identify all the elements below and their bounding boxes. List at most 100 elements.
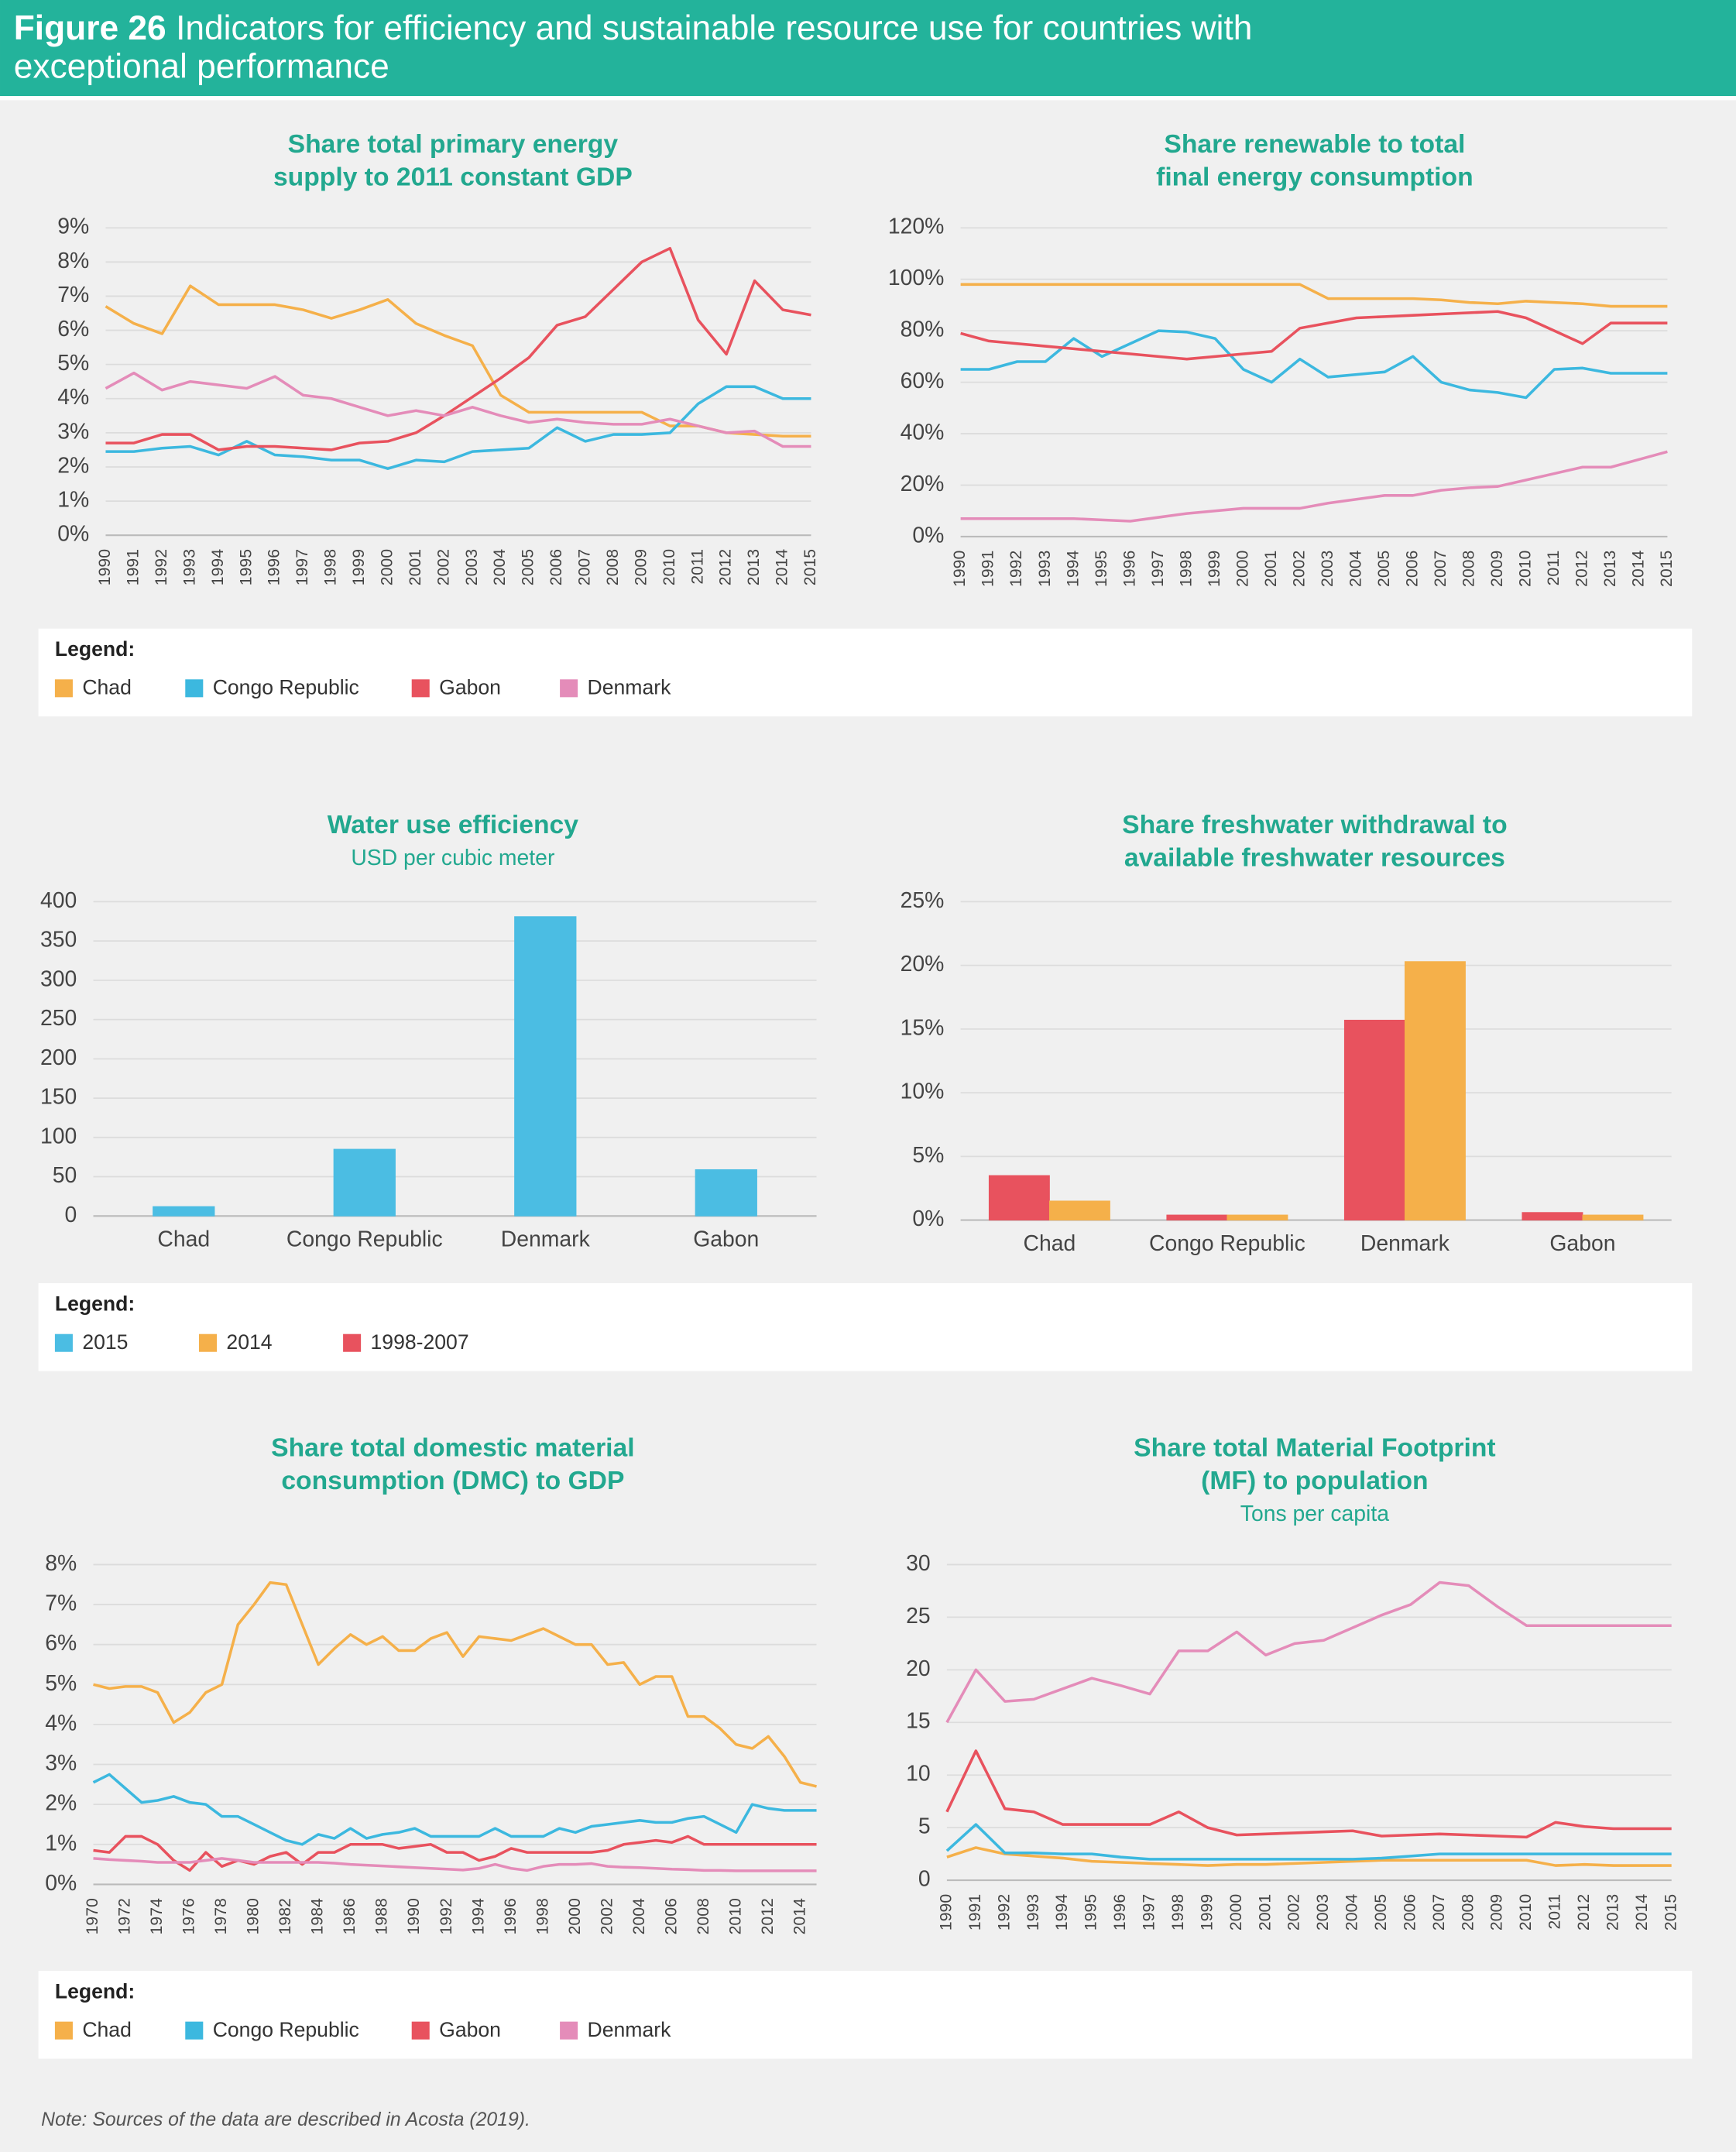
bar bbox=[1522, 1212, 1583, 1221]
legend-swatch bbox=[54, 2021, 73, 2040]
x-tick-label: 2009 bbox=[1487, 1894, 1506, 1931]
series-line bbox=[93, 1857, 817, 1872]
y-tick-label: 150 bbox=[40, 1085, 77, 1110]
series-line bbox=[945, 1823, 1672, 1861]
series-line bbox=[93, 1581, 817, 1788]
x-tick-label: Congo Republic bbox=[1149, 1231, 1305, 1256]
y-tick-label: 350 bbox=[40, 928, 77, 952]
y-tick-label: 400 bbox=[40, 888, 77, 913]
x-tick-label: 2008 bbox=[694, 1898, 712, 1934]
bar bbox=[1048, 1200, 1110, 1221]
header-band bbox=[0, 0, 1736, 97]
legend-label: 2014 bbox=[226, 1330, 272, 1354]
x-tick-label: 2006 bbox=[661, 1898, 680, 1934]
chart-title: Water use efficiency bbox=[328, 811, 579, 839]
legend-label: 2015 bbox=[82, 1330, 128, 1354]
y-tick-label: 15 bbox=[906, 1709, 931, 1734]
x-tick-label: 1990 bbox=[937, 1894, 955, 1931]
y-tick-label: 0% bbox=[912, 523, 944, 547]
x-tick-label: 2007 bbox=[1429, 1894, 1448, 1931]
chart-title: supply to 2011 constant GDP bbox=[273, 163, 633, 191]
x-tick-label: Denmark bbox=[1360, 1231, 1450, 1256]
x-tick-label: 1999 bbox=[1197, 1894, 1216, 1931]
x-tick-label: 1995 bbox=[236, 549, 255, 585]
y-tick-label: 6% bbox=[57, 317, 89, 342]
legend-label: Chad bbox=[82, 676, 132, 699]
series-line bbox=[93, 1835, 817, 1872]
x-tick-label: 1996 bbox=[1120, 551, 1138, 587]
y-tick-label: 8% bbox=[45, 1551, 77, 1576]
x-tick-label: 2002 bbox=[597, 1898, 616, 1934]
y-tick-label: 5% bbox=[57, 351, 89, 376]
y-tick-label: 10 bbox=[906, 1762, 931, 1786]
x-tick-label: 2002 bbox=[1285, 1894, 1303, 1931]
x-tick-label: 1994 bbox=[1052, 1894, 1071, 1931]
x-tick-label: 2012 bbox=[1572, 551, 1590, 587]
x-tick-label: Congo Republic bbox=[286, 1227, 443, 1252]
y-tick-label: 1% bbox=[57, 488, 89, 513]
x-tick-label: 2003 bbox=[1313, 1894, 1332, 1931]
y-tick-label: 4% bbox=[57, 385, 89, 410]
y-tick-label: 15% bbox=[901, 1015, 945, 1040]
legend-box bbox=[38, 1283, 1693, 1371]
legend-label: 1998-2007 bbox=[371, 1330, 469, 1354]
x-tick-label: 2008 bbox=[1459, 551, 1477, 587]
x-tick-label: 2006 bbox=[1400, 1894, 1419, 1931]
x-tick-label: 2004 bbox=[490, 549, 509, 585]
x-tick-label: 1996 bbox=[501, 1898, 520, 1934]
bar bbox=[153, 1206, 215, 1217]
bar bbox=[1582, 1214, 1644, 1221]
bar bbox=[1343, 1019, 1405, 1221]
series-line bbox=[960, 310, 1668, 361]
x-tick-label: 1998 bbox=[1168, 1894, 1187, 1931]
bar bbox=[1227, 1214, 1288, 1221]
x-tick-label: 1978 bbox=[211, 1898, 230, 1934]
x-tick-label: 1972 bbox=[115, 1898, 134, 1934]
x-tick-label: 2014 bbox=[1632, 1894, 1651, 1931]
y-tick-label: 4% bbox=[45, 1711, 77, 1735]
legend-swatch bbox=[54, 679, 73, 698]
y-tick-label: 50 bbox=[53, 1163, 77, 1188]
x-tick-label: 2015 bbox=[801, 549, 819, 585]
bar bbox=[333, 1148, 396, 1217]
x-tick-label: 1991 bbox=[979, 551, 997, 587]
x-tick-label: 1997 bbox=[293, 549, 311, 585]
x-tick-label: 2000 bbox=[377, 549, 396, 585]
x-tick-label: 2010 bbox=[1515, 551, 1534, 587]
y-tick-label: 300 bbox=[40, 966, 77, 991]
y-tick-label: 6% bbox=[45, 1631, 77, 1656]
legend-box bbox=[38, 1971, 1693, 2059]
y-tick-label: 3% bbox=[45, 1751, 77, 1776]
y-tick-label: 100 bbox=[40, 1124, 77, 1148]
x-tick-label: 2004 bbox=[1343, 1894, 1361, 1931]
x-tick-label: 1996 bbox=[1110, 1894, 1129, 1931]
series-line bbox=[105, 246, 811, 451]
chart-subtitle: USD per cubic meter bbox=[351, 846, 554, 870]
chart-title: final energy consumption bbox=[1156, 163, 1474, 191]
x-tick-label: 2005 bbox=[1371, 1894, 1390, 1931]
x-tick-label: 1998 bbox=[533, 1898, 551, 1934]
x-tick-label: 2007 bbox=[1431, 551, 1450, 587]
x-tick-label: Gabon bbox=[693, 1227, 759, 1252]
x-tick-label: 2012 bbox=[1574, 1894, 1593, 1931]
x-tick-label: 2006 bbox=[1402, 551, 1421, 587]
x-tick-label: 2011 bbox=[1546, 1894, 1564, 1930]
x-tick-label: 1976 bbox=[180, 1898, 198, 1934]
figure-title: exceptional performance bbox=[14, 47, 389, 85]
bar bbox=[988, 1175, 1050, 1221]
x-tick-label: 1980 bbox=[244, 1898, 262, 1934]
y-tick-label: 20% bbox=[901, 472, 945, 496]
chart-title: available freshwater resources bbox=[1124, 843, 1505, 872]
y-tick-label: 60% bbox=[901, 369, 945, 393]
y-tick-label: 7% bbox=[45, 1591, 77, 1616]
x-tick-label: 1999 bbox=[1205, 551, 1223, 587]
y-tick-label: 8% bbox=[57, 249, 89, 273]
legend-swatch bbox=[54, 1333, 73, 1352]
x-tick-label: 2005 bbox=[1374, 551, 1393, 587]
x-tick-label: 2003 bbox=[462, 549, 481, 585]
y-tick-label: 100% bbox=[888, 266, 945, 290]
bar bbox=[1166, 1214, 1228, 1221]
legend-label: Congo Republic bbox=[213, 676, 359, 699]
series-line bbox=[105, 385, 811, 470]
x-tick-label: 1990 bbox=[404, 1898, 423, 1934]
